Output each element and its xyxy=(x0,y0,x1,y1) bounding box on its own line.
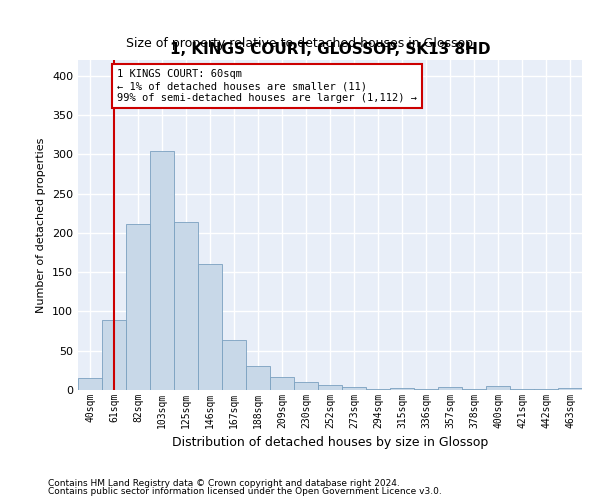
Title: 1, KINGS COURT, GLOSSOP, SK13 8HD: 1, KINGS COURT, GLOSSOP, SK13 8HD xyxy=(170,42,490,58)
Bar xyxy=(486,386,510,390)
Y-axis label: Number of detached properties: Number of detached properties xyxy=(37,138,46,312)
Bar xyxy=(534,389,558,390)
Text: Contains HM Land Registry data © Crown copyright and database right 2024.: Contains HM Land Registry data © Crown c… xyxy=(48,478,400,488)
Bar xyxy=(102,320,126,390)
Bar xyxy=(342,387,366,390)
Bar xyxy=(126,224,150,390)
Bar xyxy=(390,388,414,390)
X-axis label: Distribution of detached houses by size in Glossop: Distribution of detached houses by size … xyxy=(172,436,488,450)
Bar xyxy=(318,384,342,390)
Bar xyxy=(510,389,534,390)
Bar xyxy=(198,264,222,390)
Bar xyxy=(366,389,390,390)
Bar xyxy=(414,389,438,390)
Text: 1 KINGS COURT: 60sqm
← 1% of detached houses are smaller (11)
99% of semi-detach: 1 KINGS COURT: 60sqm ← 1% of detached ho… xyxy=(117,70,417,102)
Bar xyxy=(78,378,102,390)
Bar xyxy=(222,340,246,390)
Text: Contains public sector information licensed under the Open Government Licence v3: Contains public sector information licen… xyxy=(48,487,442,496)
Bar xyxy=(270,378,294,390)
Bar xyxy=(294,382,318,390)
Bar xyxy=(246,366,270,390)
Bar xyxy=(438,387,462,390)
Bar xyxy=(150,151,174,390)
Bar xyxy=(558,388,582,390)
Text: Size of property relative to detached houses in Glossop: Size of property relative to detached ho… xyxy=(127,38,473,51)
Bar xyxy=(462,389,486,390)
Bar xyxy=(174,222,198,390)
